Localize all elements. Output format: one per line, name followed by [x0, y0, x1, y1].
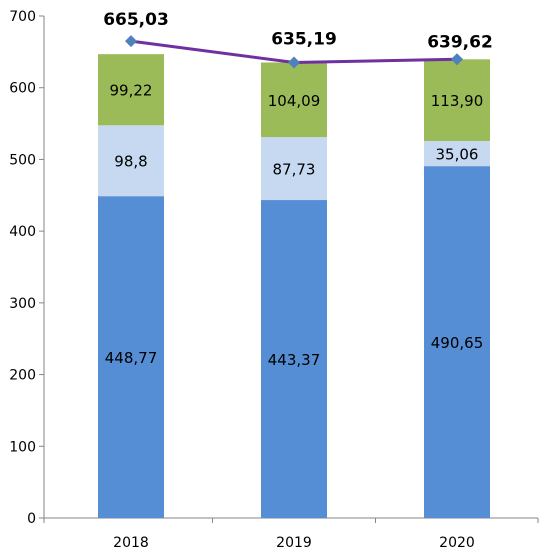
- segment-value-label: 35,06: [436, 146, 479, 164]
- y-tick-label: 300: [9, 296, 36, 312]
- x-tick-label: 2019: [276, 535, 312, 551]
- y-tick-label: 500: [9, 152, 36, 168]
- bar-segment: [261, 62, 327, 138]
- segment-value-label: 443,37: [268, 351, 321, 369]
- total-value-label: 665,03: [103, 10, 169, 30]
- segment-value-label: 99,22: [110, 82, 153, 100]
- y-tick-label: 700: [9, 9, 36, 25]
- bar-segment: [424, 59, 490, 141]
- bar-segment: [261, 200, 327, 518]
- bar-segment: [424, 166, 490, 518]
- x-tick-label: 2020: [439, 535, 475, 551]
- totals-marker: [288, 56, 300, 69]
- y-tick-label: 100: [9, 439, 36, 455]
- segment-value-label: 490,65: [431, 334, 484, 352]
- total-value-label: 635,19: [271, 29, 337, 49]
- segment-value-label: 113,90: [431, 92, 484, 110]
- segment-value-label: 104,09: [268, 92, 321, 110]
- segment-value-label: 98,8: [114, 153, 147, 171]
- total-labels: 665,03 635,19 639,62: [103, 10, 493, 52]
- bars: [98, 54, 490, 519]
- totals-marker: [451, 53, 463, 66]
- bar-segment: [424, 140, 490, 167]
- y-tick-label: 400: [9, 224, 36, 240]
- segment-labels: 448,77 98,8 99,22 443,37 87,73 104,09 490,65 35…: [105, 82, 484, 369]
- bar-segment: [261, 137, 327, 201]
- totals-line: [125, 35, 463, 69]
- y-tick-label: 600: [9, 81, 36, 97]
- total-value-label: 639,62: [427, 32, 493, 52]
- bar-segment: [98, 54, 164, 126]
- y-tick-label: 200: [9, 368, 36, 384]
- y-tick-label: 0: [27, 511, 36, 527]
- bar-segment: [98, 196, 164, 519]
- x-tick-label: 2018: [113, 535, 149, 551]
- segment-value-label: 448,77: [105, 349, 158, 367]
- axes: 0 100 200 300 400 500 600 700 2018 2019 2020: [9, 9, 539, 551]
- totals-marker: [125, 35, 137, 48]
- segment-value-label: 87,73: [273, 161, 316, 179]
- bar-segment: [98, 125, 164, 197]
